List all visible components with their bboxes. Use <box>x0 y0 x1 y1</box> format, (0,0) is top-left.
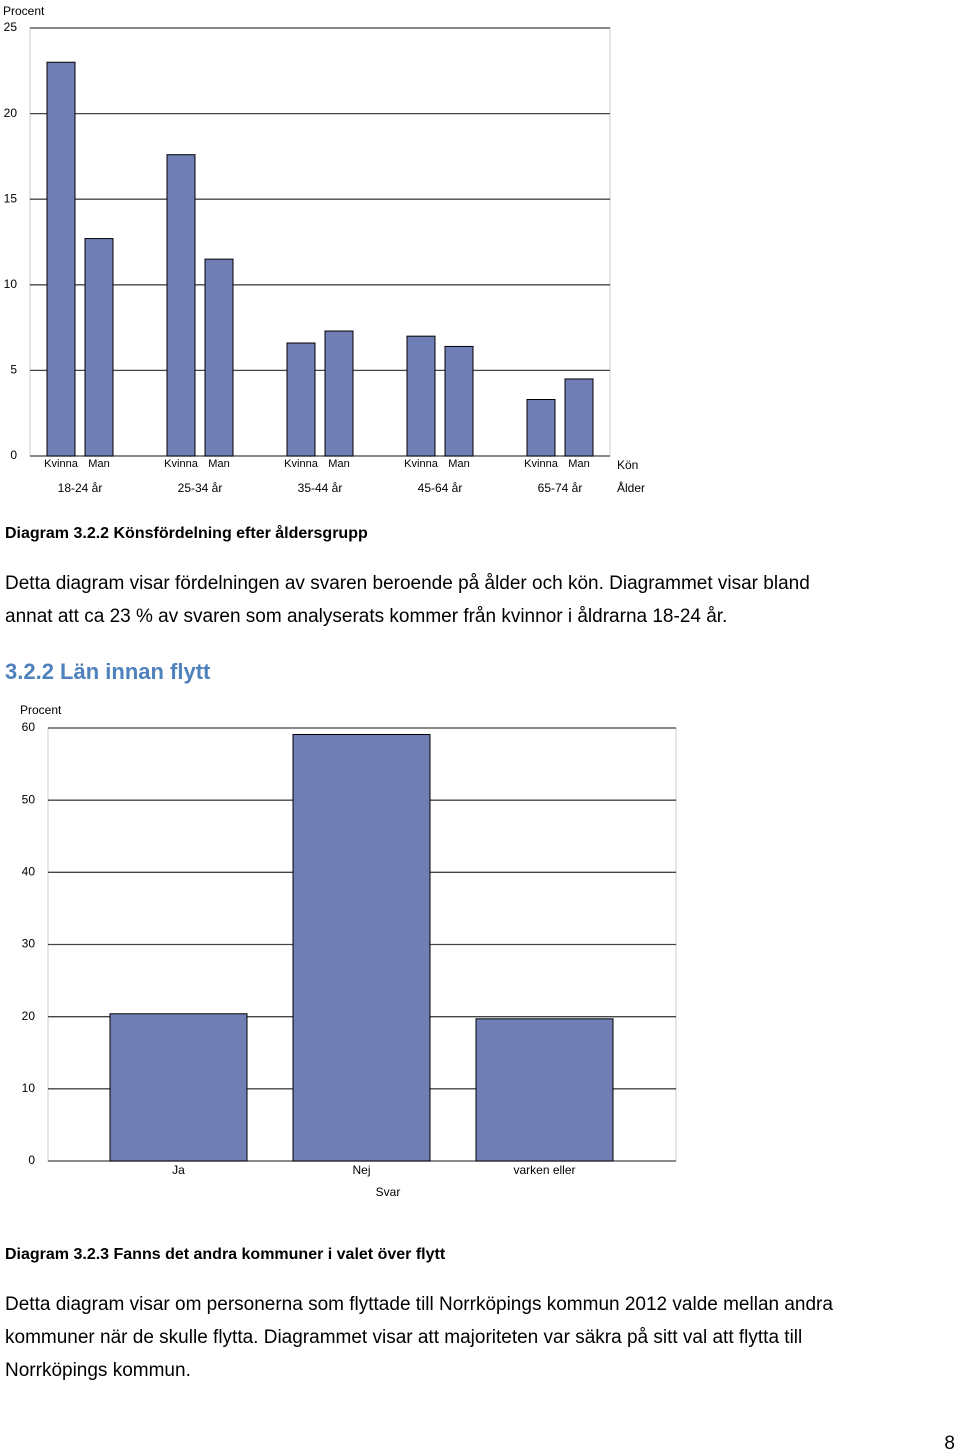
paragraph-line: Norrköpings kommun. <box>5 1360 191 1381</box>
y-tick-label: 10 <box>4 277 18 291</box>
x-subtick-label: Man <box>328 458 349 470</box>
bar <box>292 733 431 1162</box>
bar <box>406 335 436 457</box>
x-subtick-label: Man <box>568 458 589 470</box>
bar <box>204 258 234 457</box>
y-tick-label: 20 <box>4 106 18 120</box>
y-tick-label: 60 <box>22 720 36 734</box>
bar <box>46 61 76 457</box>
y-tick-label: 50 <box>22 792 36 806</box>
y-axis-label: Procent <box>20 703 62 717</box>
paragraph-line: Detta diagram visar fördelningen av svar… <box>5 573 810 594</box>
bar <box>166 154 196 457</box>
x-subtick-label: Kvinna <box>284 458 319 470</box>
x-axis-label: Kön <box>617 458 638 472</box>
bar <box>84 238 114 457</box>
bar <box>475 1018 614 1162</box>
y-axis-label: Procent <box>3 4 45 18</box>
x-subtick-label: Kvinna <box>524 458 559 470</box>
x-tick-label: 45-64 år <box>418 481 463 495</box>
caption: Diagram 3.2.2 Könsfördelning efter ålder… <box>5 524 368 542</box>
x-tick-label: 25-34 år <box>178 481 223 495</box>
x-subtick-label: Kvinna <box>404 458 439 470</box>
y-tick-label: 0 <box>28 1153 35 1167</box>
heading: 3.2.2 Län innan flytt <box>5 659 211 684</box>
y-tick-label: 15 <box>4 191 18 205</box>
x-tick-label: 65-74 år <box>538 481 583 495</box>
x-axis-label: Svar <box>376 1185 401 1199</box>
y-tick-label: 5 <box>10 363 17 377</box>
x-tick-label: Nej <box>352 1163 370 1177</box>
y-tick-label: 40 <box>22 865 36 879</box>
paragraph-line: kommuner när de skulle flytta. Diagramme… <box>5 1327 802 1348</box>
y-tick-label: 0 <box>10 448 17 462</box>
paragraph-line: annat att ca 23 % av svaren som analyser… <box>5 606 727 627</box>
bar <box>444 345 474 457</box>
x-tick-label: 35-44 år <box>298 481 343 495</box>
bar <box>324 330 354 457</box>
y-tick-label: 25 <box>4 20 18 34</box>
x-subtick-label: Kvinna <box>44 458 79 470</box>
bar <box>526 399 556 457</box>
bar <box>286 342 316 457</box>
caption: Diagram 3.2.3 Fanns det andra kommuner i… <box>5 1246 446 1263</box>
x-tick-label: Ja <box>172 1163 185 1177</box>
x-subtick-label: Man <box>448 458 469 470</box>
bar <box>564 378 594 457</box>
x-subtick-label: Kvinna <box>164 458 199 470</box>
y-tick-label: 30 <box>22 937 36 951</box>
y-tick-label: 20 <box>22 1009 36 1023</box>
page-number: 8 <box>944 1433 955 1454</box>
x-group-label: Ålder <box>617 480 645 495</box>
x-subtick-label: Man <box>88 458 109 470</box>
x-tick-label: varken eller <box>513 1163 575 1177</box>
bar <box>109 1013 248 1162</box>
plot-frame <box>29 27 611 457</box>
y-tick-label: 10 <box>22 1081 36 1095</box>
x-subtick-label: Man <box>208 458 229 470</box>
x-tick-label: 18-24 år <box>58 481 103 495</box>
paragraph-line: Detta diagram visar om personerna som fl… <box>5 1294 833 1315</box>
